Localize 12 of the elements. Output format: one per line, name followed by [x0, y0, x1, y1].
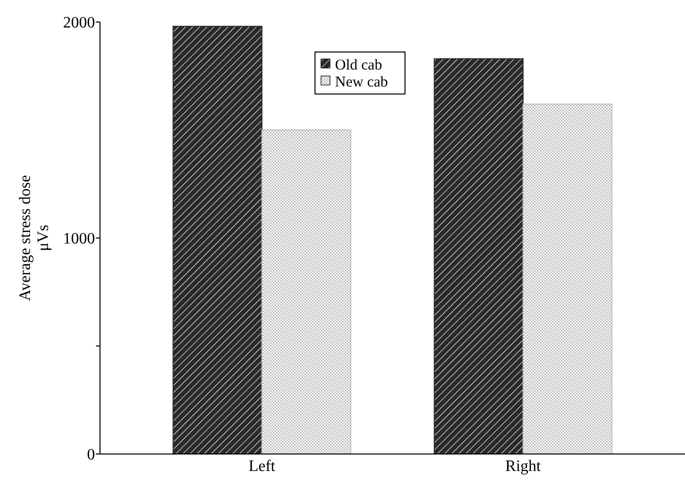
bar: [261, 130, 352, 454]
bar: [434, 58, 524, 454]
legend-label: New cab: [335, 74, 388, 90]
x-tick-label: Right: [505, 458, 542, 475]
x-tick-label: Left: [248, 458, 276, 475]
bar: [522, 104, 612, 454]
bar: [172, 26, 262, 454]
y-tick-label: 1000: [63, 230, 95, 248]
y-tick-label: 2000: [63, 14, 95, 32]
y-tick-label: 0: [87, 446, 95, 464]
y-axis-title: Average stress dose μVs: [17, 175, 52, 301]
legend-label: Old cab: [335, 57, 382, 74]
